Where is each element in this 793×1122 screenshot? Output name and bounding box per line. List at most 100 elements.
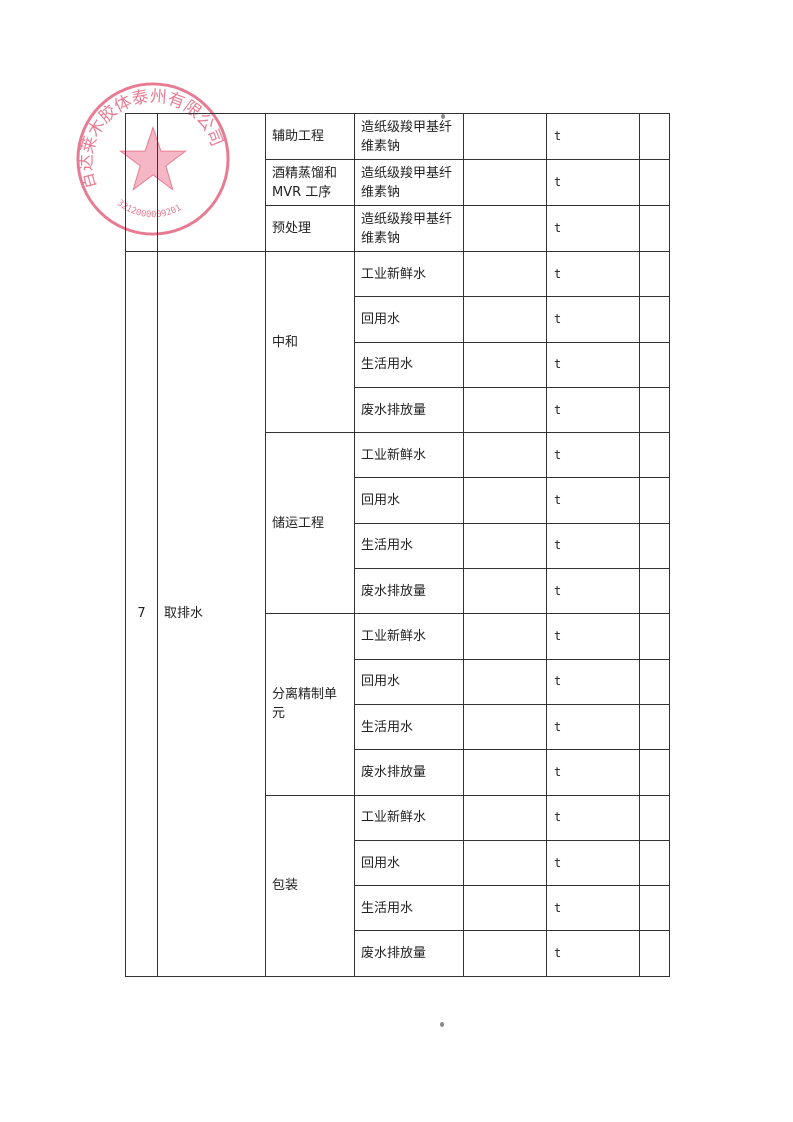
number-cell — [125, 113, 158, 252]
table-row: 生活用水 t — [126, 341, 670, 388]
section-number: 7 — [125, 251, 158, 977]
table-row: 生活用水 t — [126, 885, 670, 932]
value-cell — [463, 159, 547, 206]
table-row: 废水排放量 t — [126, 386, 670, 434]
item-cell: 回用水 — [354, 296, 464, 343]
unit-cell: t — [546, 386, 640, 434]
remark-cell — [639, 250, 670, 298]
value-cell — [463, 477, 547, 524]
unit-cell: t — [546, 522, 640, 570]
unit-cell: t — [546, 839, 640, 887]
value-cell — [463, 250, 547, 298]
item-cell: 生活用水 — [354, 885, 464, 932]
value-cell — [463, 432, 547, 479]
unit-cell: t — [546, 568, 640, 615]
value-cell — [463, 930, 547, 977]
unit-cell: t — [546, 703, 640, 751]
remark-cell — [639, 113, 670, 160]
unit-cell: t — [546, 613, 640, 660]
table-row: 储运工程 工业新鲜水 t — [126, 432, 670, 615]
unit-cell: t — [546, 296, 640, 343]
item-cell: 工业新鲜水 — [354, 432, 464, 479]
material-cell: 造纸级羧甲基纤维素钠 — [354, 159, 464, 206]
category-cell — [157, 113, 266, 252]
unit-cell: t — [546, 749, 640, 796]
table-row: 7 取排水 中和 工业新鲜水 t — [125, 250, 670, 977]
table-row: 废水排放量 t — [126, 568, 670, 615]
process-cell: 辅助工程 — [265, 113, 355, 160]
item-cell: 工业新鲜水 — [354, 794, 464, 841]
item-cell: 工业新鲜水 — [354, 250, 464, 298]
unit-cell: t — [546, 794, 640, 841]
water-usage-table: 辅助工程 造纸级羧甲基纤维素钠 t 酒精蒸馏和MVR 工序 造纸级羧甲基纤维素钠 t 预处理… — [125, 113, 670, 977]
remark-cell — [639, 794, 670, 841]
table-row: 废水排放量 t — [126, 930, 670, 977]
unit-cell: t — [546, 113, 640, 160]
material-cell: 造纸级羧甲基纤维素钠 — [354, 205, 464, 252]
process-cell: 储运工程 — [265, 432, 355, 615]
remark-cell — [639, 885, 670, 932]
item-cell: 回用水 — [354, 839, 464, 887]
value-cell — [463, 703, 547, 751]
table-row: 辅助工程 造纸级羧甲基纤维素钠 t — [125, 113, 670, 252]
material-cell: 造纸级羧甲基纤维素钠 — [354, 113, 464, 160]
remark-cell — [639, 522, 670, 570]
unit-cell: t — [546, 885, 640, 932]
item-cell: 废水排放量 — [354, 386, 464, 434]
unit-cell: t — [546, 658, 640, 705]
value-cell — [463, 839, 547, 887]
unit-cell: t — [546, 432, 640, 479]
remark-cell — [639, 477, 670, 524]
process-cell: 包装 — [265, 794, 355, 977]
item-cell: 生活用水 — [354, 703, 464, 751]
process-cell: 中和 — [265, 250, 355, 434]
value-cell — [463, 885, 547, 932]
unit-cell: t — [546, 341, 640, 388]
unit-cell: t — [546, 205, 640, 252]
table-row: 包装 工业新鲜水 t — [126, 794, 670, 977]
item-cell: 回用水 — [354, 477, 464, 524]
item-cell: 生活用水 — [354, 522, 464, 570]
table-row: 回用水 t — [126, 296, 670, 343]
table-row: 废水排放量 t — [126, 749, 670, 796]
table-row: 生活用水 t — [126, 703, 670, 751]
value-cell — [463, 568, 547, 615]
value-cell — [463, 113, 547, 160]
value-cell — [463, 522, 547, 570]
table-row: 回用水 t — [126, 477, 670, 524]
remark-cell — [639, 386, 670, 434]
table-row: 回用水 t — [126, 839, 670, 887]
unit-cell: t — [546, 477, 640, 524]
table-row: 生活用水 t — [126, 522, 670, 570]
value-cell — [463, 296, 547, 343]
item-cell: 生活用水 — [354, 341, 464, 388]
table-row: 回用水 t — [126, 658, 670, 705]
process-cell: 酒精蒸馏和MVR 工序 — [265, 159, 355, 206]
remark-cell — [639, 159, 670, 206]
remark-cell — [639, 296, 670, 343]
remark-cell — [639, 205, 670, 252]
unit-cell: t — [546, 930, 640, 977]
value-cell — [463, 341, 547, 388]
value-cell — [463, 749, 547, 796]
process-cell: 分离精制单元 — [265, 613, 355, 796]
table-row: 酒精蒸馏和MVR 工序 造纸级羧甲基纤维素钠 t — [126, 159, 670, 206]
remark-cell — [639, 930, 670, 977]
value-cell — [463, 386, 547, 434]
value-cell — [463, 205, 547, 252]
remark-cell — [639, 749, 670, 796]
process-cell: 预处理 — [265, 205, 355, 252]
item-cell: 工业新鲜水 — [354, 613, 464, 660]
value-cell — [463, 613, 547, 660]
section-name: 取排水 — [157, 251, 266, 977]
value-cell — [463, 658, 547, 705]
item-cell: 废水排放量 — [354, 930, 464, 977]
item-cell: 废水排放量 — [354, 568, 464, 615]
remark-cell — [639, 703, 670, 751]
remark-cell — [639, 658, 670, 705]
remark-cell — [639, 432, 670, 479]
remark-cell — [639, 839, 670, 887]
unit-cell: t — [546, 250, 640, 298]
value-cell — [463, 794, 547, 841]
unit-cell: t — [546, 159, 640, 206]
